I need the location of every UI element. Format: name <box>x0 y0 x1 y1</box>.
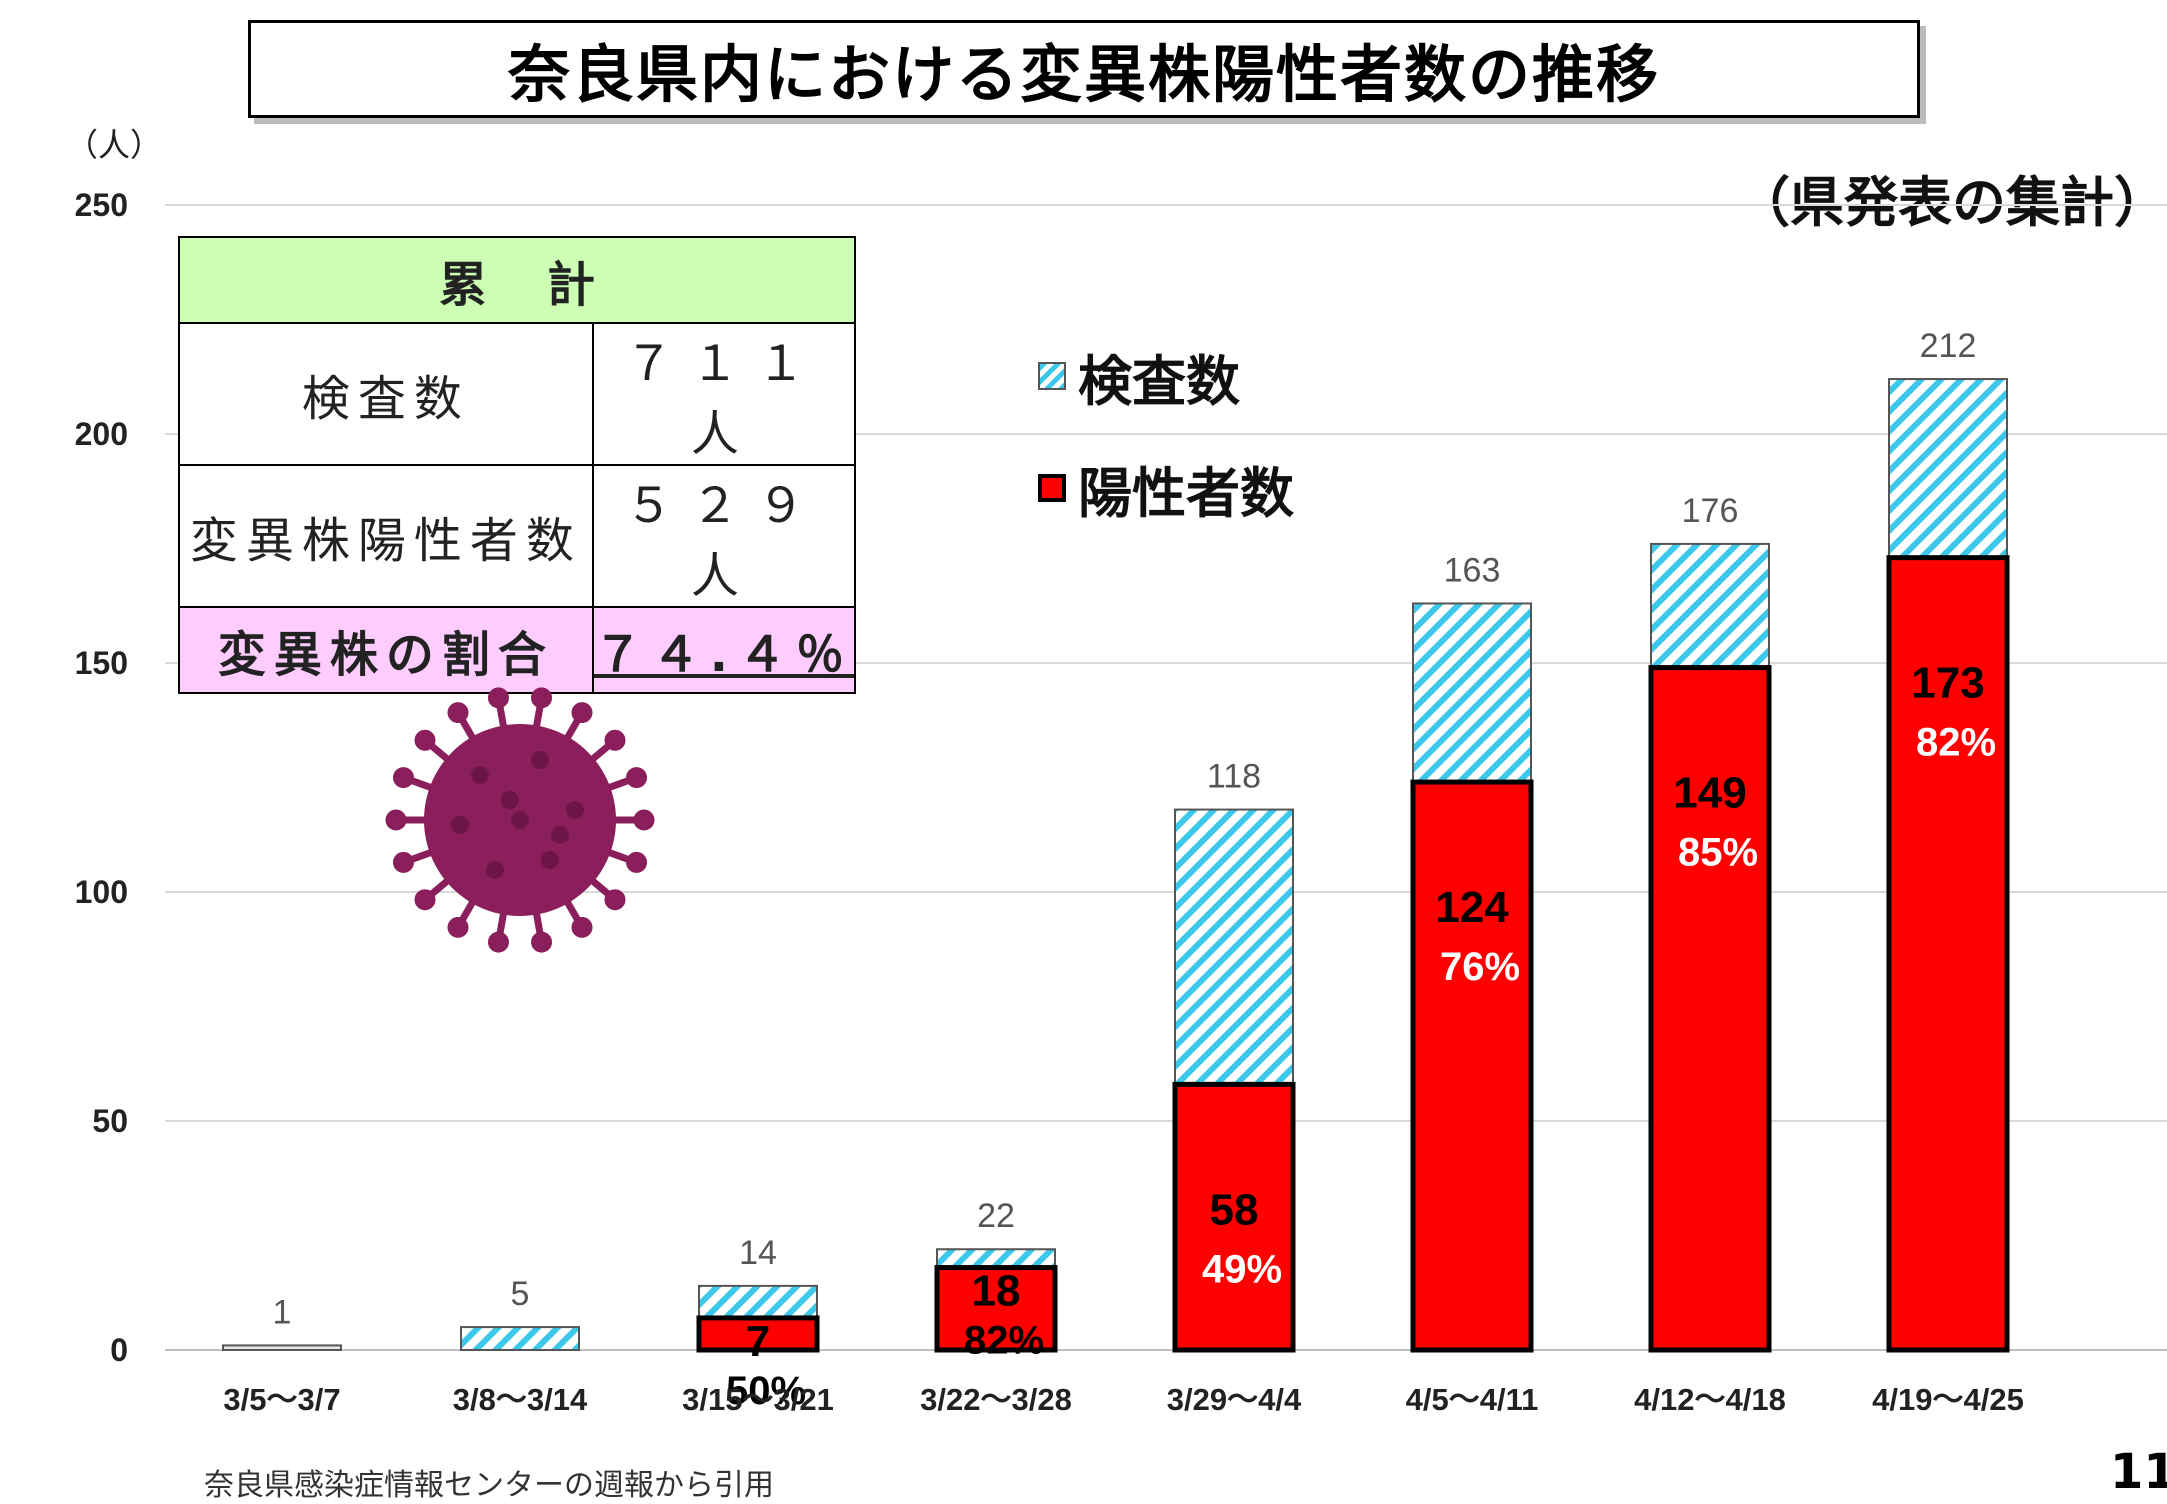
summary-rate-value: ７４.４％ <box>593 627 854 683</box>
summary-tests-value: ７１１人 <box>591 322 857 466</box>
title-box: 奈良県内における変異株陽性者数の推移 <box>248 20 1920 118</box>
x-tick-label: 4/5～4/11 <box>1406 1382 1539 1417</box>
positive-value-label: 149 <box>1673 769 1746 818</box>
positive-value-label: 18 <box>972 1267 1021 1316</box>
y-tick-label: 0 <box>110 1332 128 1368</box>
total-value-label: 5 <box>511 1275 530 1313</box>
bar-positives <box>696 1315 820 1353</box>
y-tick-label: 50 <box>92 1103 128 1139</box>
bar-positives <box>1410 779 1534 1353</box>
summary-rate-label: 変異株の割合 <box>178 606 594 694</box>
x-tick-label: 3/22～3/28 <box>920 1382 1072 1417</box>
legend-swatch-positives <box>1038 474 1066 502</box>
total-value-label: 118 <box>1207 758 1261 796</box>
bar-positives <box>1172 1081 1296 1353</box>
chart-legend: 検査数 陽性者数 <box>1038 320 1294 544</box>
x-tick-label: 3/8～3/14 <box>453 1382 588 1417</box>
source-note: （県発表の集計） <box>1736 171 2167 234</box>
y-tick-label: 150 <box>75 645 128 681</box>
positive-value-label: 58 <box>1210 1185 1259 1234</box>
y-tick-label: 100 <box>75 874 128 910</box>
legend-item-positives: 陽性者数 <box>1038 432 1294 544</box>
x-tick-label: 3/5～3/7 <box>223 1382 340 1417</box>
summary-header-row: 累計 <box>178 236 856 324</box>
total-value-label: 212 <box>1920 327 1977 365</box>
summary-row-rate: 変異株の割合 ７４.４％ <box>178 606 857 694</box>
y-tick-label: 250 <box>75 187 128 223</box>
page-number: 11 <box>2110 1444 2167 1500</box>
total-value-label: 22 <box>977 1197 1015 1235</box>
legend-label-positives: 陽性者数 <box>1078 461 1294 525</box>
x-tick-label: 3/29～4/4 <box>1167 1382 1302 1417</box>
percentage-label: 76% <box>1440 945 1520 989</box>
total-value-label: 163 <box>1444 551 1501 589</box>
total-value-label: 1 <box>273 1293 292 1331</box>
percentage-label: 49% <box>1202 1247 1282 1291</box>
positive-value-label: 7 <box>746 1317 770 1366</box>
summary-positives-value: ５２９人 <box>591 464 857 608</box>
bar-positives <box>1886 555 2010 1353</box>
summary-header: 累計 <box>178 236 856 324</box>
bar-positives <box>934 1265 1058 1353</box>
legend-swatch-tests <box>1038 362 1066 390</box>
bar-tests <box>222 1344 342 1352</box>
positive-value-label: 173 <box>1911 659 1984 708</box>
positive-value-label: 124 <box>1435 883 1509 932</box>
bar-positives <box>1648 665 1772 1353</box>
x-tick-label: 3/15～3/21 <box>682 1382 834 1417</box>
percentage-label: 82% <box>1916 721 1996 765</box>
percentage-label: 82% <box>964 1319 1044 1363</box>
summary-positives-label: 変異株陽性者数 <box>178 464 594 608</box>
total-value-label: 176 <box>1682 492 1739 530</box>
x-tick-label: 4/19～4/25 <box>1872 1382 2024 1417</box>
cumulative-summary-table: 累計 検査数 ７１１人 変異株陽性者数 ５２９人 変異株の割合 ７４.４％ <box>178 236 857 694</box>
total-value-label: 14 <box>739 1234 777 1272</box>
percentage-label: 85% <box>1678 831 1758 875</box>
page-title: 奈良県内における変異株陽性者数の推移 <box>507 38 1660 111</box>
percentage-label: 50% <box>726 1369 806 1413</box>
summary-row-positives: 変異株陽性者数 ５２９人 <box>178 464 857 608</box>
virus-icon <box>385 687 655 953</box>
summary-tests-label: 検査数 <box>178 322 594 466</box>
y-axis-unit-label: （人） <box>66 126 163 164</box>
y-tick-label: 200 <box>75 416 128 452</box>
summary-rate-cell: ７４.４％ <box>591 606 857 694</box>
legend-item-tests: 検査数 <box>1038 320 1294 432</box>
summary-row-tests: 検査数 ７１１人 <box>178 322 857 466</box>
x-tick-label: 4/12～4/18 <box>1634 1382 1786 1417</box>
source-footnote: 奈良県感染症情報センターの週報から引用 <box>204 1468 774 1503</box>
bar-tests <box>460 1326 580 1351</box>
legend-label-tests: 検査数 <box>1078 349 1240 413</box>
